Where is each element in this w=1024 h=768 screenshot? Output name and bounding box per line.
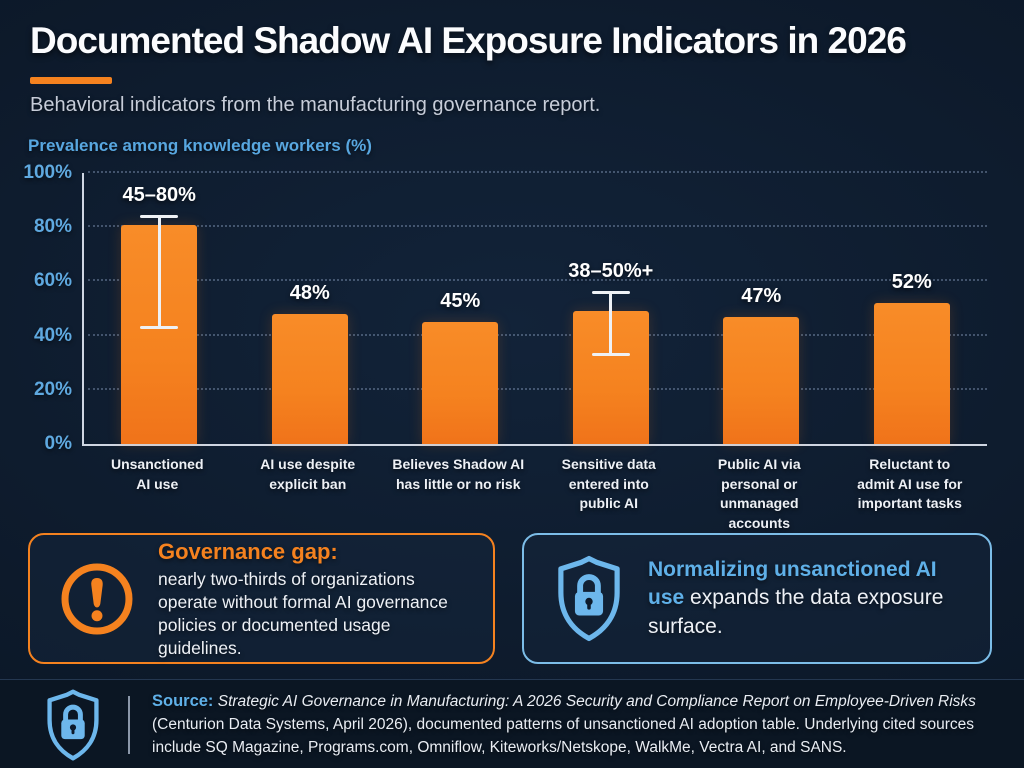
x-axis-label: Unsanctioned AI use (110, 456, 204, 492)
gridline (88, 387, 987, 390)
source-details: (Centurion Data Systems, April 2026), do… (152, 716, 974, 756)
bar-value-label: 52% (891, 271, 932, 294)
error-bar-cap (591, 353, 630, 357)
x-axis-labels: Unsanctioned AI use AI use despite explic… (82, 455, 985, 533)
gridline (88, 171, 987, 173)
bar-value-label: 48% (289, 281, 330, 304)
y-tick-label: 40% (33, 324, 72, 346)
callout-body: nearly two-thirds of organizations opera… (158, 568, 448, 659)
bar-slot: 45% (385, 173, 536, 444)
callout-body: expands the data exposure surface. (648, 586, 944, 638)
callout-title: Normalizing unsanctioned AI use (648, 557, 937, 610)
bar (271, 313, 348, 444)
bar-slot: 48% (235, 173, 386, 444)
alert-icon (58, 560, 136, 638)
error-bar (609, 292, 613, 355)
y-axis-title: Prevalence among knowledge workers (%) (28, 136, 372, 155)
y-tick-label: 20% (33, 378, 72, 400)
footer-shield-lock-icon (42, 688, 104, 762)
source-text: Source: Strategic AI Governance in Manuf… (152, 689, 1002, 759)
bar (873, 303, 950, 444)
shield-lock-icon (552, 554, 626, 643)
bar-value-label: 45–80% (122, 184, 196, 207)
x-axis-label: AI use despite explicit ban (260, 456, 356, 492)
plot-area: 45–80% 48% 45% 38–50%+ 47% 52% (82, 171, 987, 446)
footer-divider (128, 695, 130, 754)
y-tick-label: 80% (33, 216, 72, 238)
callout-text: Governance gap: nearly two-thirds of orga… (158, 537, 473, 660)
error-bar-cap (140, 214, 179, 218)
bar-slot: 47% (686, 173, 837, 444)
bar (723, 316, 800, 444)
page-subtitle: Behavioral indicators from the manufactu… (30, 94, 601, 116)
gridline (88, 279, 987, 282)
y-tick-label: 0% (44, 433, 72, 454)
callout-title: Governance gap: (158, 538, 338, 564)
x-axis-label: Believes Shadow AI has little or no risk (392, 456, 525, 492)
y-tick-label: 60% (33, 270, 72, 292)
bar-value-label: 47% (741, 284, 782, 307)
error-bar (157, 216, 161, 328)
y-tick-label: 100% (23, 162, 72, 183)
bar-slots: 45–80% 48% 45% 38–50%+ 47% 52% (84, 173, 987, 444)
gridline (88, 333, 987, 336)
error-bar-cap (140, 325, 179, 329)
bar-slot: 52% (837, 173, 988, 444)
x-axis-label: Public AI via personal or unmanaged acco… (717, 456, 801, 531)
title-underline (30, 77, 112, 84)
bar-value-label: 45% (440, 290, 481, 313)
source-title: Strategic AI Governance in Manufacturing… (217, 693, 976, 711)
error-bar-cap (591, 290, 630, 294)
bar-chart: 0% 20% 40% 60% 80% 100% 45–80% 48% 45% 38–50%+ 47… (23, 162, 992, 533)
source-label: Source: (152, 692, 214, 711)
callout-governance-gap: Governance gap: nearly two-thirds of orga… (28, 533, 495, 664)
x-axis-label: Sensitive data entered into public AI (561, 456, 656, 512)
callout-text: Normalizing unsanctioned AI use expands … (648, 556, 970, 641)
bar-slot: 38–50%+ (536, 173, 687, 444)
bar (422, 322, 499, 444)
callout-normalizing-use: Normalizing unsanctioned AI use expands … (522, 533, 992, 664)
bar-value-label: 38–50%+ (568, 260, 654, 283)
bar-slot: 45–80% (84, 173, 235, 444)
page-title: Documented Shadow AI Exposure Indicators… (30, 20, 907, 61)
x-axis-label: Reluctant to admit AI use for important … (857, 456, 963, 512)
source-footer: Source: Strategic AI Governance in Manuf… (0, 679, 1024, 768)
gridline (88, 225, 987, 228)
y-axis: 0% 20% 40% 60% 80% 100% (23, 162, 72, 454)
